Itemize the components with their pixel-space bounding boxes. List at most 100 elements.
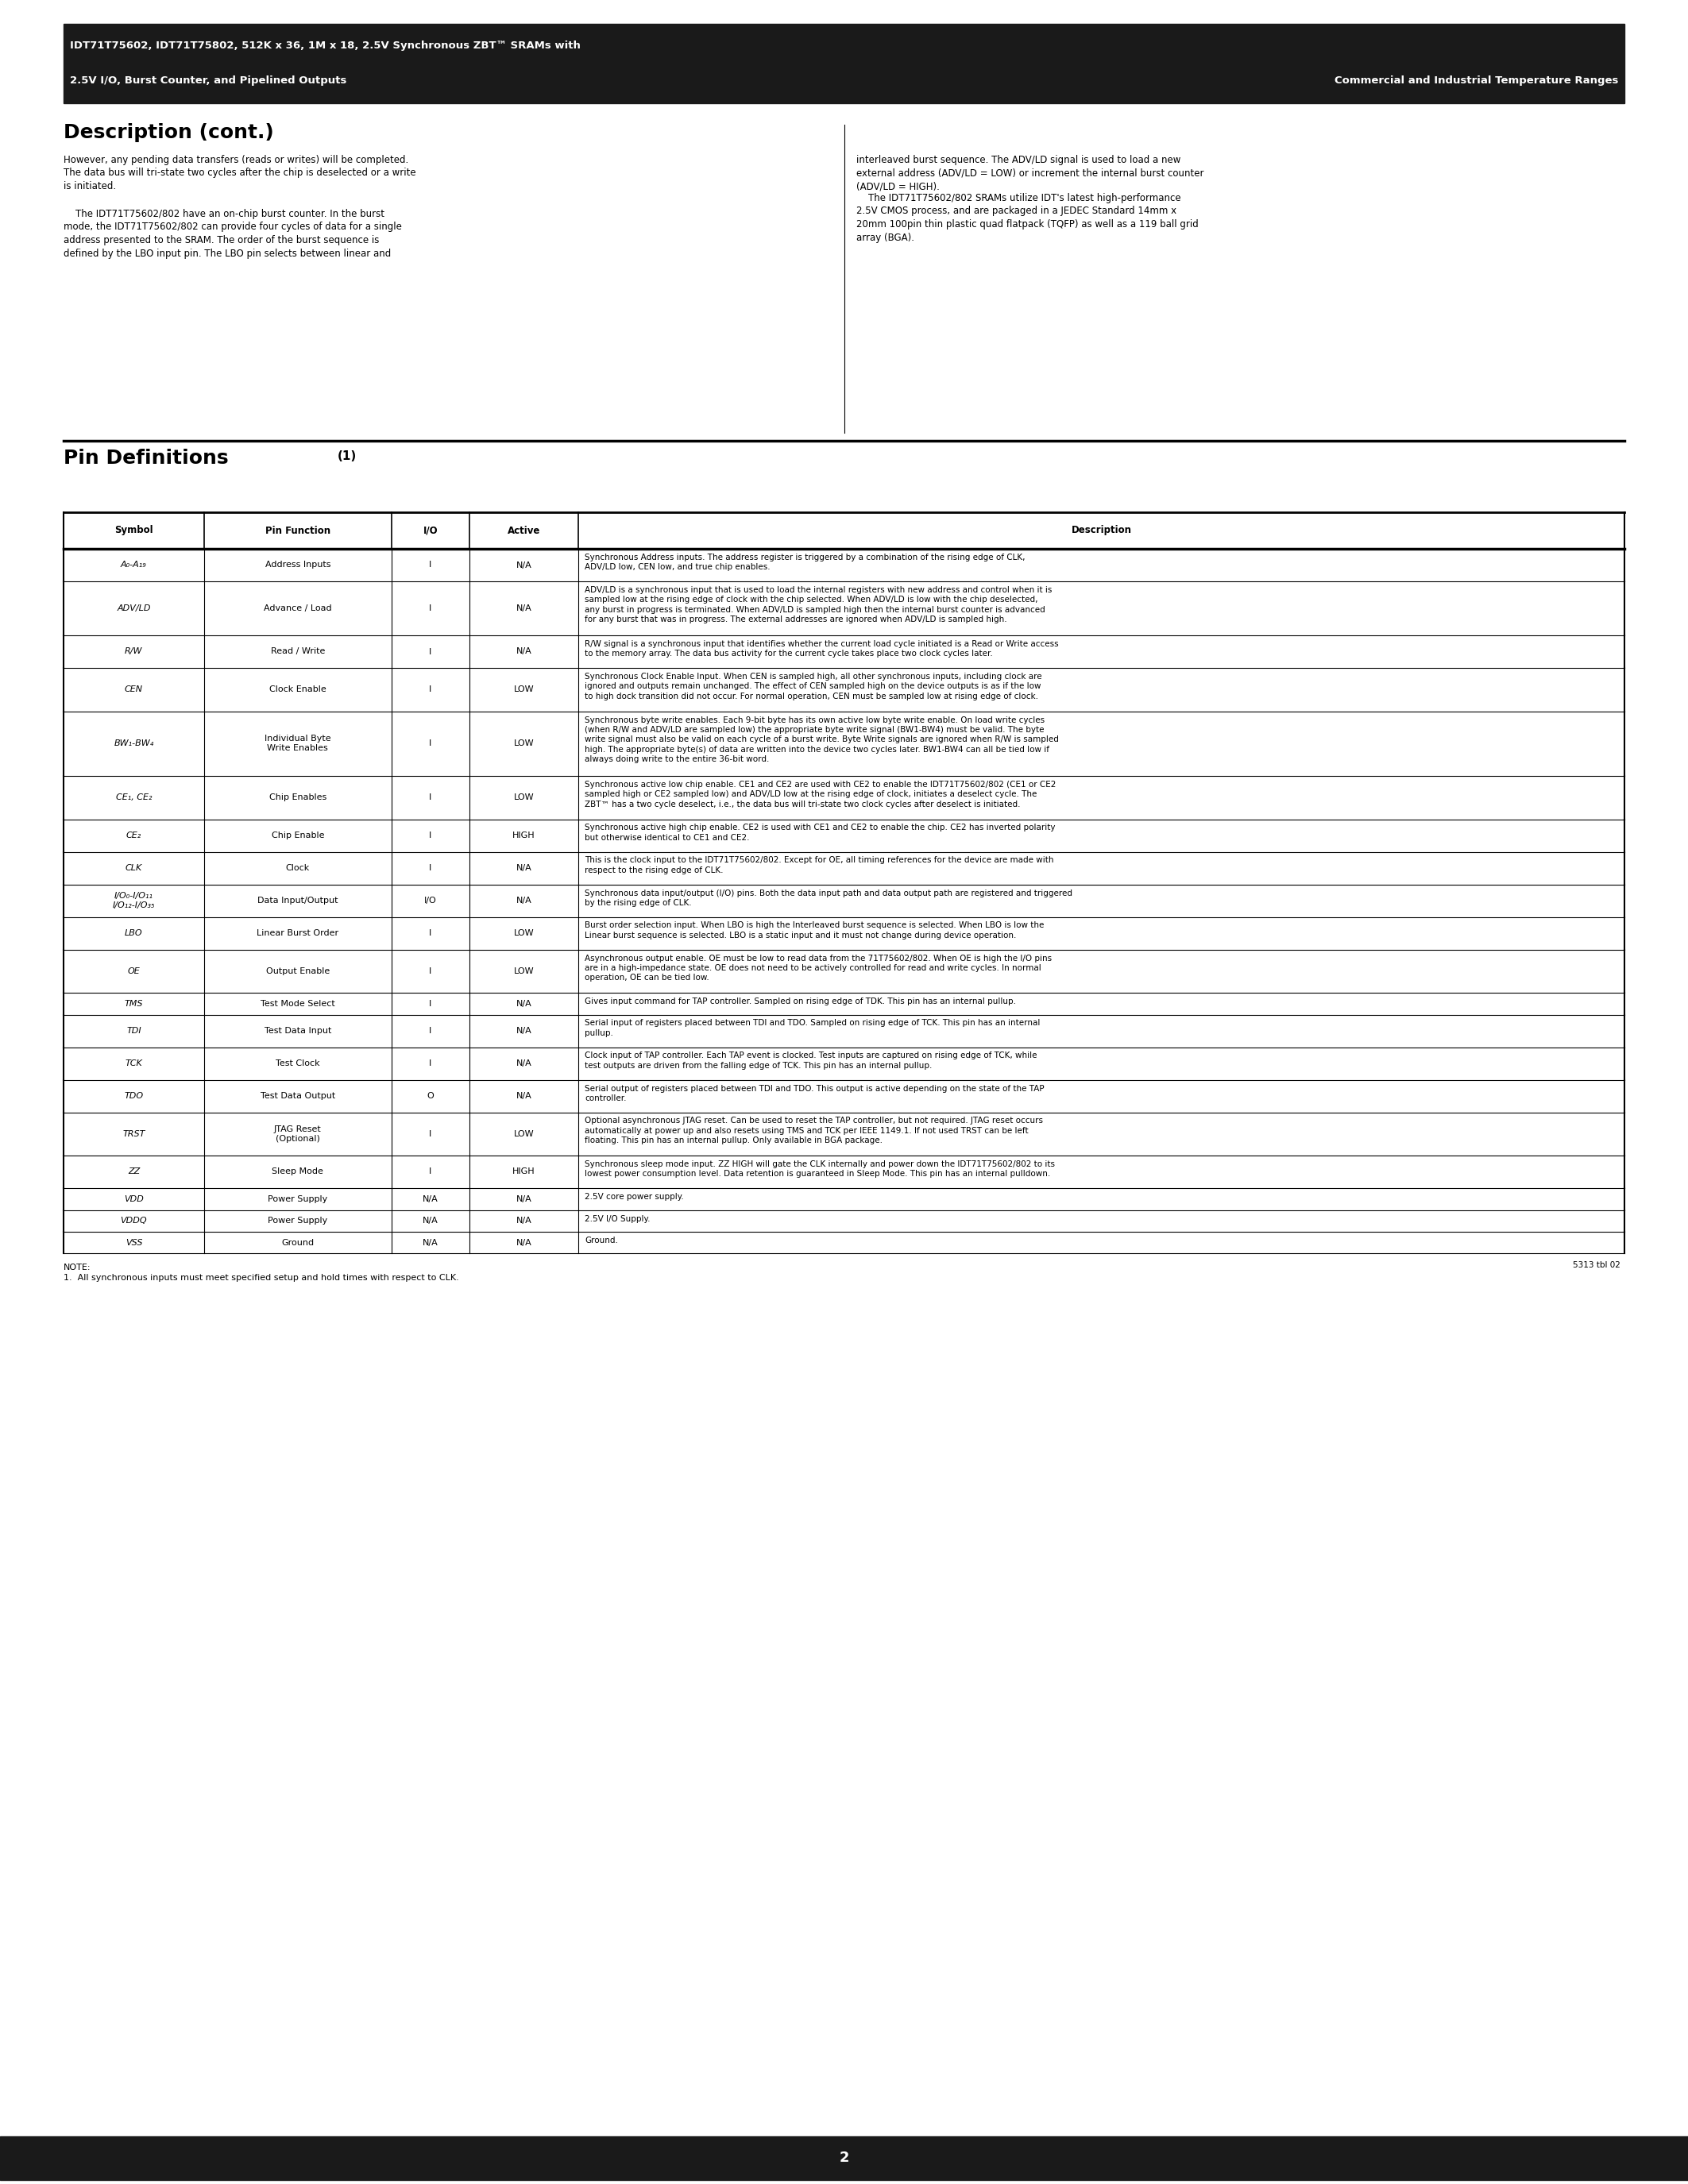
Text: I: I	[429, 649, 432, 655]
Text: I: I	[429, 740, 432, 747]
Text: VDD: VDD	[123, 1195, 143, 1203]
Text: N/A: N/A	[517, 561, 532, 570]
Text: TDI: TDI	[127, 1026, 142, 1035]
Text: HIGH: HIGH	[513, 832, 535, 839]
Bar	[64, 1210, 1624, 1232]
Text: Description (cont.): Description (cont.)	[64, 122, 273, 142]
Bar	[64, 581, 1624, 636]
Text: Ground: Ground	[282, 1238, 314, 1247]
Text: Advance / Load: Advance / Load	[263, 605, 331, 612]
Text: NOTE:
1.  All synchronous inputs must meet specified setup and hold times with r: NOTE: 1. All synchronous inputs must mee…	[64, 1262, 459, 1282]
Text: Synchronous sleep mode input. ZZ HIGH will gate the CLK internally and power dow: Synchronous sleep mode input. ZZ HIGH wi…	[586, 1160, 1055, 1177]
Text: LOW: LOW	[513, 686, 533, 695]
Text: N/A: N/A	[517, 605, 532, 612]
Text: I: I	[429, 1129, 432, 1138]
Text: 2: 2	[839, 2151, 849, 2164]
Text: This is the clock input to the IDT71T75602/802. Except for OE, all timing refere: This is the clock input to the IDT71T756…	[586, 856, 1053, 874]
Text: Individual Byte
Write Enables: Individual Byte Write Enables	[265, 736, 331, 751]
Text: Description: Description	[1072, 526, 1131, 535]
Text: LOW: LOW	[513, 740, 533, 747]
Text: Test Data Input: Test Data Input	[263, 1026, 331, 1035]
Text: I: I	[429, 561, 432, 570]
Text: Data Input/Output: Data Input/Output	[257, 898, 338, 904]
Text: O: O	[427, 1092, 434, 1101]
Text: N/A: N/A	[517, 1000, 532, 1007]
Text: LOW: LOW	[513, 1129, 533, 1138]
Text: I: I	[429, 605, 432, 612]
Text: Synchronous active low chip enable. CE1 and CE2 are used with CE2 to enable the : Synchronous active low chip enable. CE1 …	[586, 780, 1057, 808]
Text: Linear Burst Order: Linear Burst Order	[257, 928, 339, 937]
Text: I: I	[429, 865, 432, 871]
Text: N/A: N/A	[517, 649, 532, 655]
Text: Clock Enable: Clock Enable	[268, 686, 326, 695]
Text: LOW: LOW	[513, 793, 533, 802]
Text: I: I	[429, 1168, 432, 1175]
Text: JTAG Reset
(Optional): JTAG Reset (Optional)	[273, 1125, 321, 1142]
Text: ZZ: ZZ	[128, 1168, 140, 1175]
Text: I: I	[429, 1026, 432, 1035]
Text: Synchronous data input/output (I/O) pins. Both the data input path and data outp: Synchronous data input/output (I/O) pins…	[586, 889, 1074, 906]
Text: VSS: VSS	[125, 1238, 142, 1247]
Bar	[64, 994, 1624, 1016]
Text: I: I	[429, 968, 432, 974]
Text: Commercial and Industrial Temperature Ranges: Commercial and Industrial Temperature Ra…	[1334, 76, 1619, 85]
Text: LOW: LOW	[513, 968, 533, 974]
Bar	[64, 636, 1624, 668]
Text: Synchronous Address inputs. The address register is triggered by a combination o: Synchronous Address inputs. The address …	[586, 553, 1026, 572]
Bar	[64, 24, 1624, 103]
Bar	[64, 1188, 1624, 1210]
Bar	[64, 852, 1624, 885]
Bar	[64, 668, 1624, 712]
Text: 2.5V core power supply.: 2.5V core power supply.	[586, 1192, 684, 1201]
Text: N/A: N/A	[517, 1059, 532, 1068]
Bar	[64, 950, 1624, 994]
Text: Power Supply: Power Supply	[268, 1195, 327, 1203]
Text: Sleep Mode: Sleep Mode	[272, 1168, 324, 1175]
Text: I/O: I/O	[424, 898, 437, 904]
Text: TMS: TMS	[125, 1000, 143, 1007]
Bar	[64, 775, 1624, 819]
Text: BW₁-BW₄: BW₁-BW₄	[113, 740, 154, 747]
Text: IDT71T75602, IDT71T75802, 512K x 36, 1M x 18, 2.5V Synchronous ZBT™ SRAMs with: IDT71T75602, IDT71T75802, 512K x 36, 1M …	[69, 41, 581, 50]
Bar	[64, 1112, 1624, 1155]
Text: R/W signal is a synchronous input that identifies whether the current load cycle: R/W signal is a synchronous input that i…	[586, 640, 1058, 657]
Text: Clock input of TAP controller. Each TAP event is clocked. Test inputs are captur: Clock input of TAP controller. Each TAP …	[586, 1053, 1038, 1070]
Text: I: I	[429, 686, 432, 695]
Text: Address Inputs: Address Inputs	[265, 561, 331, 570]
Text: The IDT71T75602/802 have an on-chip burst counter. In the burst
mode, the IDT71T: The IDT71T75602/802 have an on-chip burs…	[64, 210, 402, 258]
Bar	[64, 1016, 1624, 1046]
Text: N/A: N/A	[422, 1195, 439, 1203]
Text: N/A: N/A	[517, 1026, 532, 1035]
Text: Optional asynchronous JTAG reset. Can be used to reset the TAP controller, but n: Optional asynchronous JTAG reset. Can be…	[586, 1116, 1043, 1144]
Text: N/A: N/A	[517, 1238, 532, 1247]
Bar	[64, 712, 1624, 775]
Text: N/A: N/A	[422, 1238, 439, 1247]
Text: LOW: LOW	[513, 928, 533, 937]
Text: A₀-A₁₉: A₀-A₁₉	[122, 561, 147, 570]
Text: CE₁, CE₂: CE₁, CE₂	[116, 793, 152, 802]
Text: CE₂: CE₂	[127, 832, 142, 839]
Text: HIGH: HIGH	[513, 1168, 535, 1175]
Bar	[64, 1046, 1624, 1079]
Bar	[64, 885, 1624, 917]
Text: Chip Enable: Chip Enable	[272, 832, 324, 839]
Text: Active: Active	[508, 526, 540, 535]
Text: Asynchronous output enable. OE must be low to read data from the 71T75602/802. W: Asynchronous output enable. OE must be l…	[586, 954, 1052, 983]
Text: N/A: N/A	[517, 865, 532, 871]
Text: Pin Function: Pin Function	[265, 526, 331, 535]
Text: I: I	[429, 1059, 432, 1068]
Text: Read / Write: Read / Write	[270, 649, 324, 655]
Text: ADV/LD is a synchronous input that is used to load the internal registers with n: ADV/LD is a synchronous input that is us…	[586, 585, 1052, 625]
Text: Test Data Output: Test Data Output	[260, 1092, 336, 1101]
Text: Symbol: Symbol	[115, 526, 154, 535]
Bar	[64, 1232, 1624, 1254]
Text: Serial output of registers placed between TDI and TDO. This output is active dep: Serial output of registers placed betwee…	[586, 1085, 1045, 1103]
Text: N/A: N/A	[422, 1216, 439, 1225]
Text: N/A: N/A	[517, 1216, 532, 1225]
Bar	[64, 513, 1624, 548]
Text: ADV/LD: ADV/LD	[116, 605, 150, 612]
Text: I/O₀-I/O₁₁
I/O₁₂-I/O₃₅: I/O₀-I/O₁₁ I/O₁₂-I/O₃₅	[113, 891, 155, 909]
Bar	[64, 1155, 1624, 1188]
Text: Test Mode Select: Test Mode Select	[260, 1000, 334, 1007]
Bar	[64, 917, 1624, 950]
